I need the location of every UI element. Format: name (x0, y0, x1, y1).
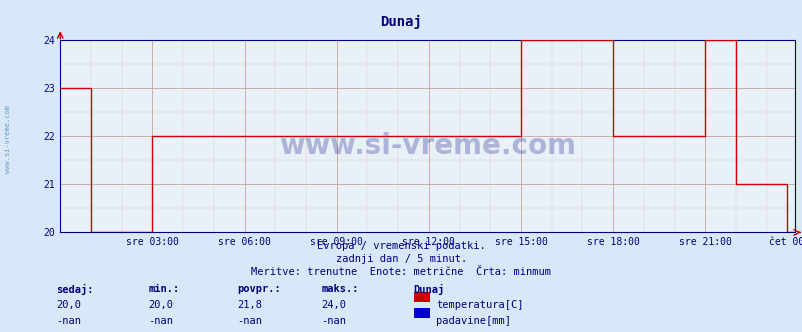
Text: temperatura[C]: temperatura[C] (435, 300, 523, 310)
Text: www.si-vreme.com: www.si-vreme.com (279, 132, 575, 160)
Text: 24,0: 24,0 (321, 300, 346, 310)
Text: Meritve: trenutne  Enote: metrične  Črta: minmum: Meritve: trenutne Enote: metrične Črta: … (251, 267, 551, 277)
Text: -nan: -nan (237, 316, 261, 326)
Text: 20,0: 20,0 (148, 300, 173, 310)
Text: povpr.:: povpr.: (237, 284, 280, 294)
Text: Dunaj: Dunaj (380, 15, 422, 29)
Text: Dunaj: Dunaj (413, 284, 444, 295)
Text: min.:: min.: (148, 284, 180, 294)
Text: -nan: -nan (321, 316, 346, 326)
Text: www.si-vreme.com: www.si-vreme.com (5, 106, 11, 173)
Text: padavine[mm]: padavine[mm] (435, 316, 510, 326)
Text: maks.:: maks.: (321, 284, 358, 294)
Text: 21,8: 21,8 (237, 300, 261, 310)
Text: sedaj:: sedaj: (56, 284, 94, 295)
Text: 20,0: 20,0 (56, 300, 81, 310)
Text: -nan: -nan (56, 316, 81, 326)
Text: zadnji dan / 5 minut.: zadnji dan / 5 minut. (335, 254, 467, 264)
Text: -nan: -nan (148, 316, 173, 326)
Text: Evropa / vremenski podatki.: Evropa / vremenski podatki. (317, 241, 485, 251)
